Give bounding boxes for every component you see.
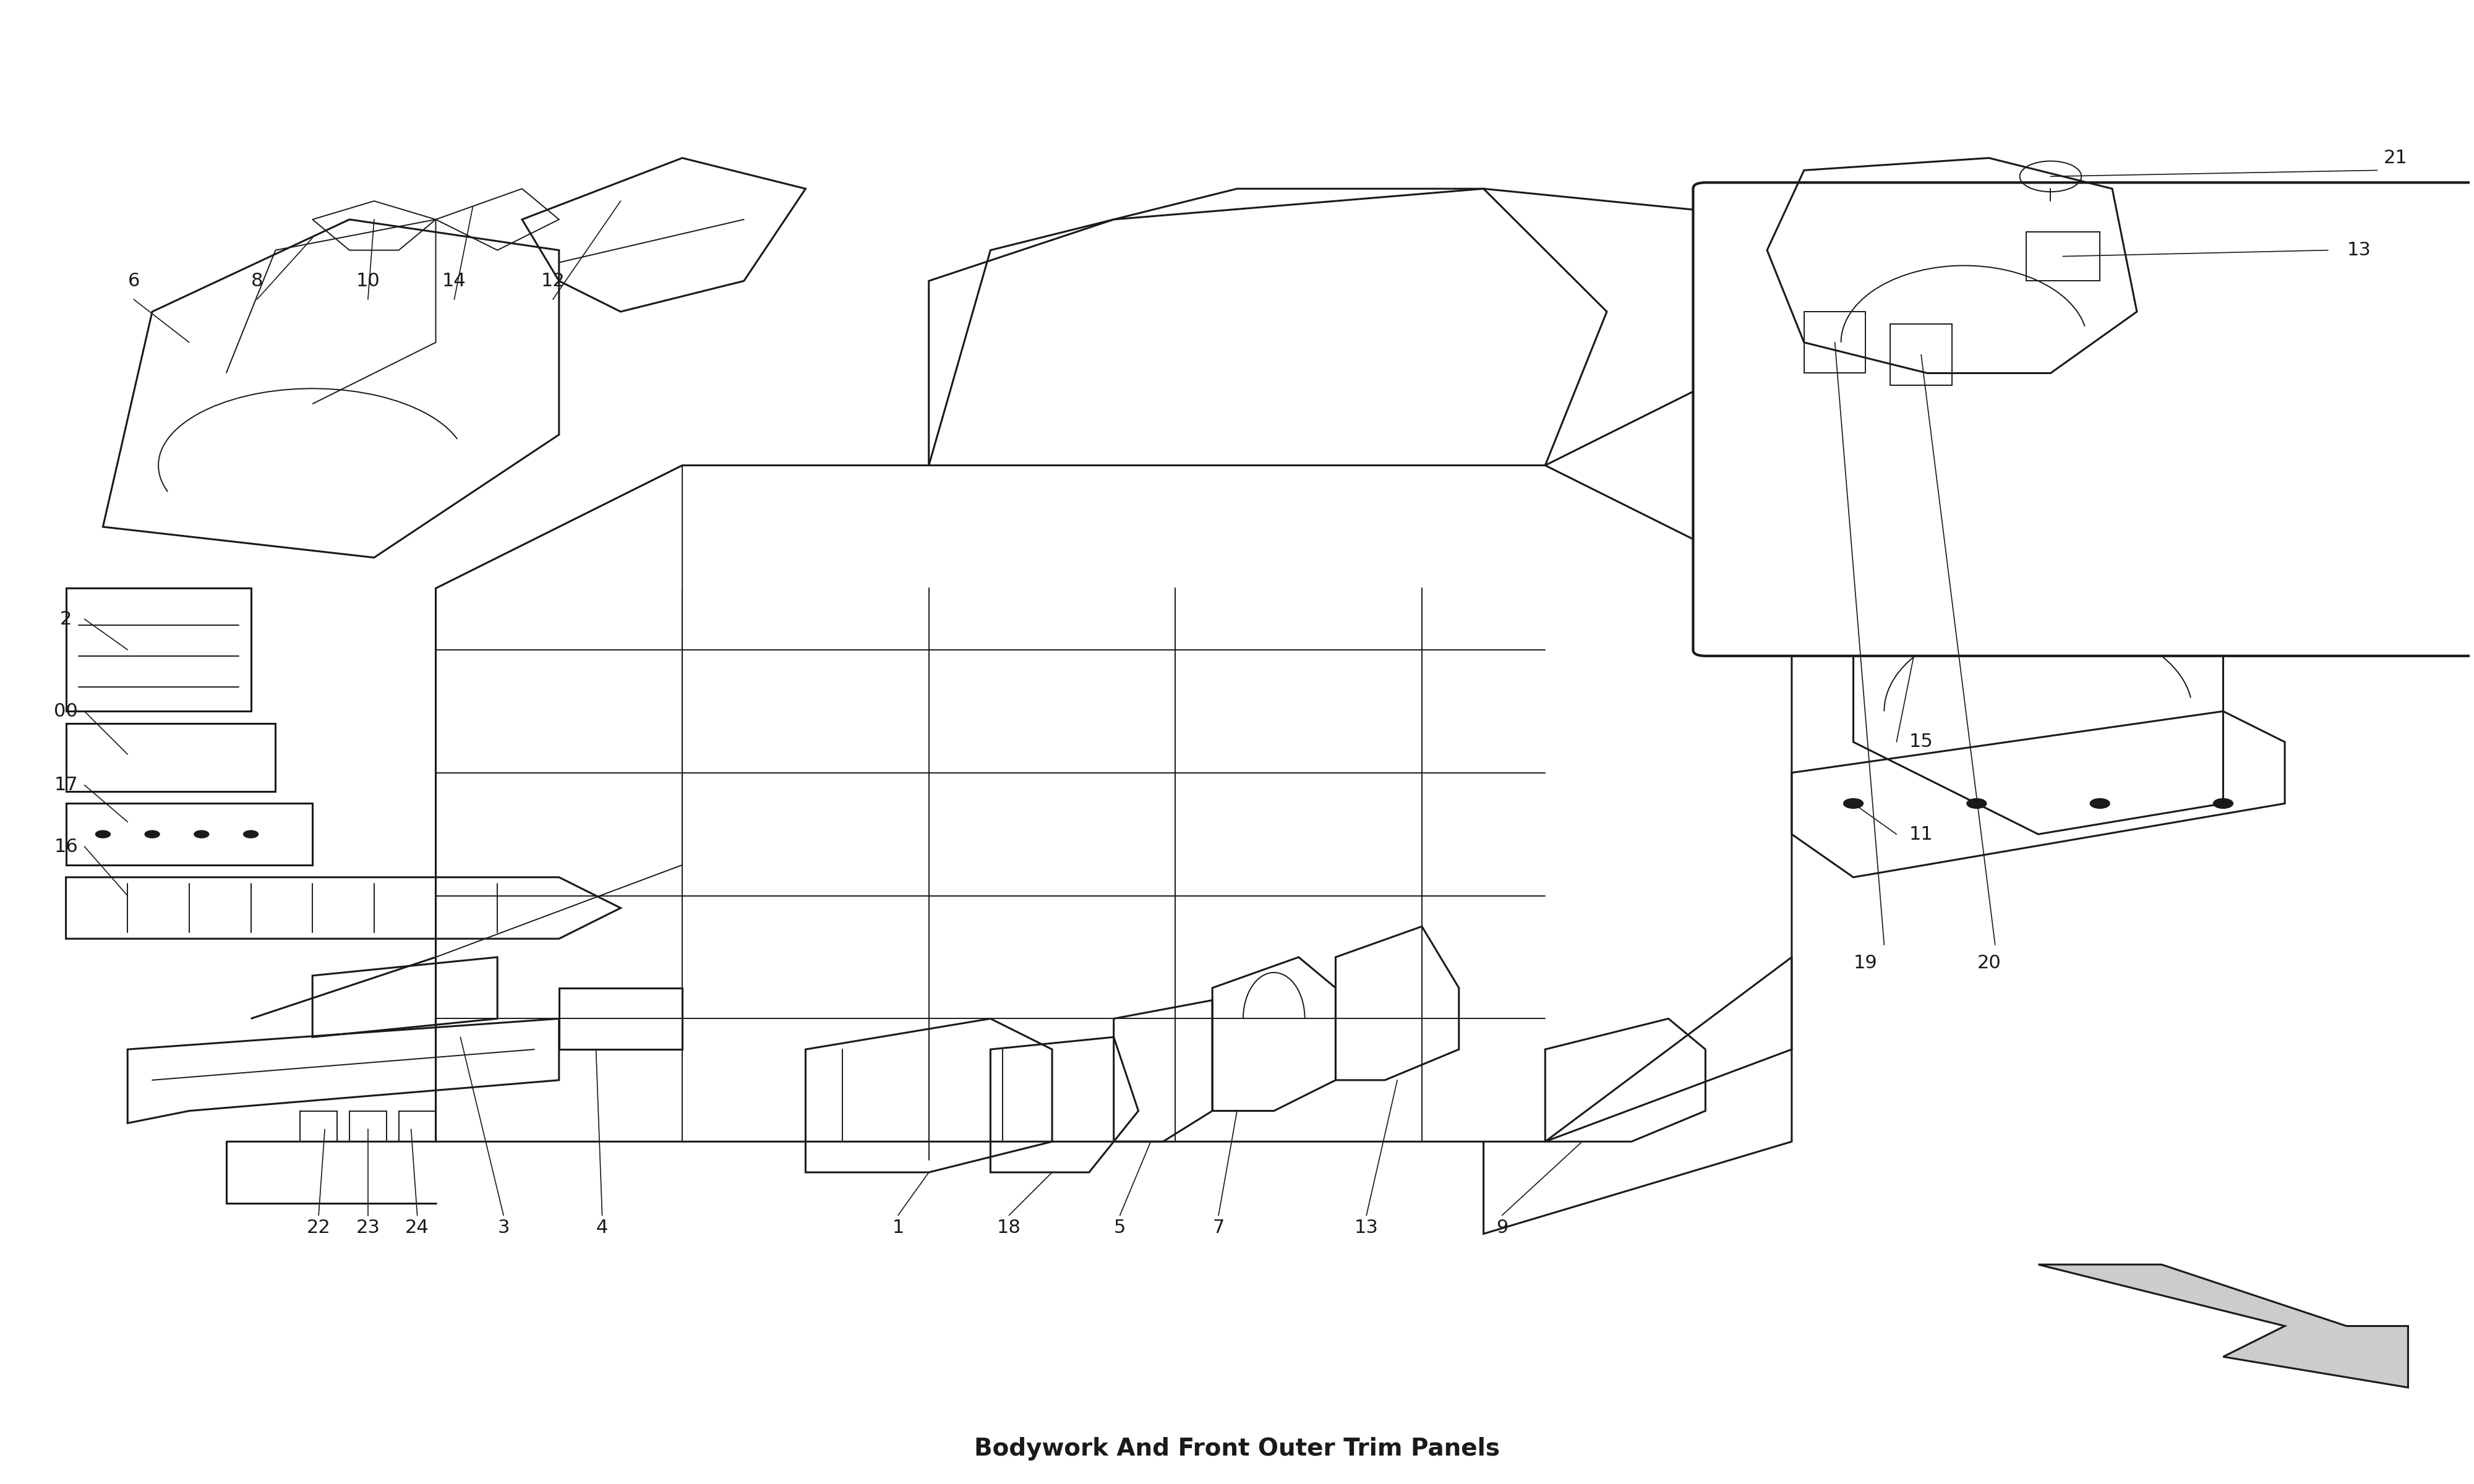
Text: 5: 5 — [1113, 1218, 1126, 1236]
Text: 00: 00 — [54, 702, 77, 720]
Text: 4: 4 — [596, 1218, 609, 1236]
Text: 20: 20 — [1977, 954, 2001, 972]
Circle shape — [242, 831, 257, 838]
Text: 6: 6 — [129, 272, 139, 289]
Text: 18: 18 — [997, 1218, 1022, 1236]
Text: 15: 15 — [1910, 733, 1932, 751]
Text: 9: 9 — [1497, 1218, 1509, 1236]
Text: 10: 10 — [356, 272, 381, 289]
Text: 16: 16 — [54, 837, 77, 855]
Text: 13: 13 — [2348, 242, 2370, 260]
Text: 12: 12 — [542, 272, 564, 289]
Circle shape — [2091, 798, 2110, 809]
Text: 21: 21 — [2385, 148, 2407, 166]
Text: 13: 13 — [1353, 1218, 1378, 1236]
Circle shape — [2214, 798, 2234, 809]
Circle shape — [96, 831, 111, 838]
Text: 3: 3 — [497, 1218, 510, 1236]
Circle shape — [1967, 798, 1987, 809]
Text: 11: 11 — [1910, 825, 1932, 843]
Text: 7: 7 — [1212, 1218, 1225, 1236]
Text: 1: 1 — [893, 1218, 903, 1236]
Text: 17: 17 — [54, 776, 77, 794]
Circle shape — [146, 831, 161, 838]
Polygon shape — [2039, 1264, 2407, 1388]
Circle shape — [1843, 798, 1863, 809]
Text: Bodywork And Front Outer Trim Panels: Bodywork And Front Outer Trim Panels — [975, 1437, 1499, 1460]
Text: 14: 14 — [443, 272, 465, 289]
Text: 24: 24 — [406, 1218, 428, 1236]
Circle shape — [193, 831, 208, 838]
FancyBboxPatch shape — [1692, 183, 2474, 656]
Text: 23: 23 — [356, 1218, 381, 1236]
Text: 2: 2 — [59, 610, 72, 628]
Text: 19: 19 — [1853, 954, 1878, 972]
Text: 22: 22 — [307, 1218, 332, 1236]
Text: 8: 8 — [250, 272, 262, 289]
